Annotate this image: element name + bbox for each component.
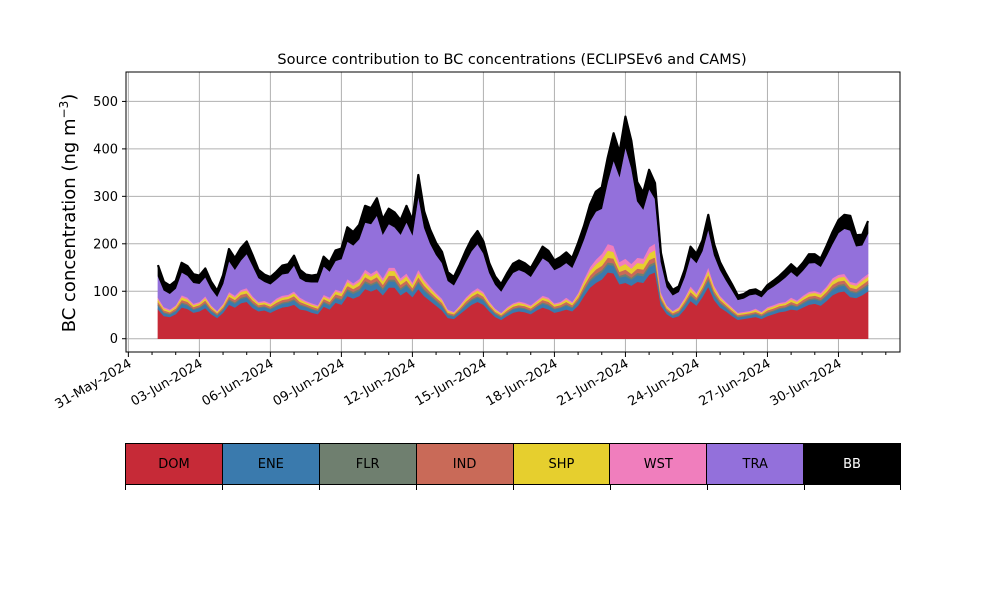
- legend-tick: [900, 485, 901, 490]
- area-tra: [157, 146, 869, 313]
- y-axis-label: BC concentration (ng m−3): [57, 94, 80, 333]
- y-tick-label: 400: [93, 142, 118, 157]
- x-tick-label: 18-Jun-2024: [484, 356, 561, 409]
- source-legend: DOM ENE FLR IND SHP WST TRA BB: [125, 443, 901, 485]
- legend-item-ene: ENE: [222, 444, 320, 484]
- y-axis-label-base: BC concentration (ng m: [59, 118, 80, 332]
- area-layer: [156, 115, 870, 340]
- x-tick-label: 31-May-2024: [53, 356, 135, 412]
- plot-frame: [125, 71, 901, 353]
- legend-item-ind: IND: [416, 444, 514, 484]
- legend-tick: [125, 485, 126, 490]
- legend-tick: [513, 485, 514, 490]
- legend-item-tra: TRA: [707, 444, 805, 484]
- x-tick-label: 27-Jun-2024: [697, 356, 774, 409]
- y-tick-label: 200: [93, 237, 118, 252]
- legend-ticks: [125, 485, 901, 491]
- x-tick-label: 09-Jun-2024: [271, 356, 348, 409]
- x-tick-label: 12-Jun-2024: [342, 356, 419, 409]
- chart-title: Source contribution to BC concentrations…: [277, 52, 746, 68]
- y-tick-label: 500: [93, 95, 118, 110]
- area-bb: [157, 116, 869, 301]
- legend-tick: [222, 485, 223, 490]
- legend-tick: [319, 485, 320, 490]
- y-tick-label: 0: [110, 332, 118, 347]
- y-axis-label-sup: −3: [57, 101, 71, 119]
- legend-item-dom: DOM: [126, 444, 223, 484]
- x-tick-label: 15-Jun-2024: [413, 356, 490, 409]
- legend-tick: [707, 485, 708, 490]
- x-tick-label: 21-Jun-2024: [555, 356, 632, 409]
- legend-item-bb: BB: [804, 444, 900, 484]
- y-tick-label: 300: [93, 190, 118, 205]
- legend-tick: [610, 485, 611, 490]
- legend-item-wst: WST: [610, 444, 708, 484]
- x-tick-label: 06-Jun-2024: [200, 356, 277, 409]
- legend-tick: [804, 485, 805, 490]
- x-tick-label: 30-Jun-2024: [768, 356, 845, 409]
- x-tick-label: 03-Jun-2024: [129, 356, 206, 409]
- legend-item-flr: FLR: [319, 444, 417, 484]
- y-axis-label-close: ): [59, 94, 80, 101]
- total-line: [156, 115, 870, 297]
- legend-tick: [416, 485, 417, 490]
- legend-item-shp: SHP: [513, 444, 611, 484]
- x-tick-label: 24-Jun-2024: [626, 356, 703, 409]
- y-tick-label: 100: [93, 285, 118, 300]
